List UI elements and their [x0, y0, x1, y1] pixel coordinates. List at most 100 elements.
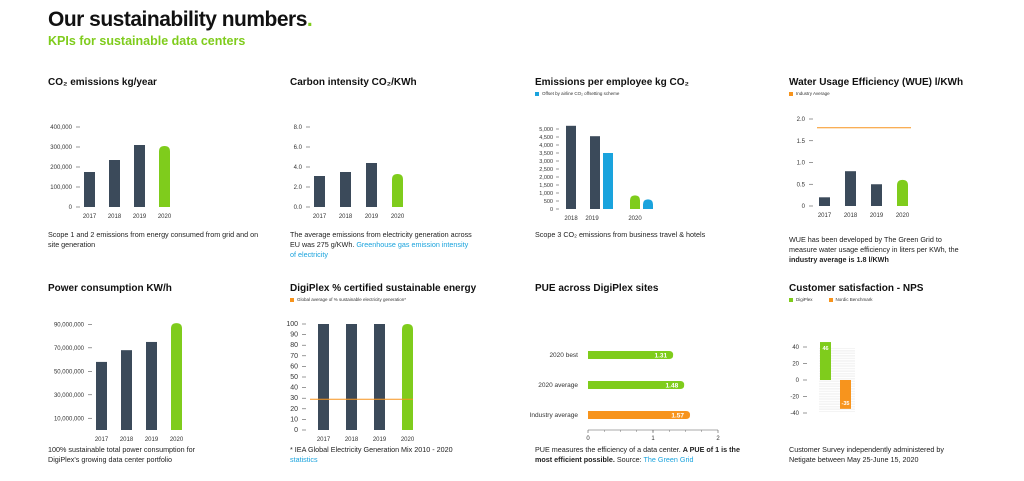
panel-carbon-intensity: Carbon intensity CO₂/KWh 0.0 2.0 4.0 6.0 8.0… [290, 77, 510, 277]
x-tick-label: 2019 [145, 437, 159, 443]
panel-wue: Water Usage Efficiency (WUE) l/KWh Indus… [789, 77, 1009, 277]
bar-2018 [346, 324, 357, 430]
y-tick-label: -20 [790, 395, 799, 401]
y-tick-label: 30,000,000 [54, 393, 85, 399]
y-tick-label: 2,500 [539, 167, 553, 173]
bar-2018 [845, 171, 856, 206]
certified-energy-chart: 0 10 20 30 40 50 60 70 80 90 100 2017 2018 2019 2020 [286, 321, 415, 443]
legend-swatch [290, 297, 294, 302]
y-tick-label: 20 [792, 362, 799, 368]
y-tick-label: 400,000 [50, 125, 72, 131]
panel-note: PUE measures the efficiency of a data ce… [535, 445, 740, 464]
bar-2019 [134, 145, 145, 207]
y-tick-label: 2.0 [294, 185, 303, 191]
y-tick-label: 5,000 [539, 127, 553, 133]
y-tick-label: 100,000 [50, 185, 72, 191]
bar-2017 [314, 176, 325, 207]
x-tick-label: 2020 [401, 437, 415, 443]
wue-chart: 0 0.5 1.0 1.5 2.0 2017 2018 2019 2020 [797, 117, 911, 219]
co2-emissions-chart: 0 100,000 200,000 300,000 400,000 2017 2018 201… [50, 125, 172, 220]
bar-2019 [146, 341, 157, 430]
y-tick-label: 90 [290, 332, 298, 339]
bar-2017 [96, 361, 107, 430]
panel-pue: PUE across DigiPlex sites 2020 best 1.31 2… [530, 283, 755, 481]
panel-title: CO₂ emissions kg/year [48, 77, 157, 88]
y-tick-label: 0 [69, 205, 73, 211]
y-tick-label: 3,000 [539, 159, 553, 165]
data-label: 1.57 [671, 413, 684, 420]
pue-chart: 2020 best 1.31 2020 average 1.48 Industry av… [530, 351, 720, 442]
x-tick-label: 2017 [818, 213, 832, 219]
y-tick-label: 4.0 [294, 165, 303, 171]
y-tick-label: 8.0 [294, 125, 303, 131]
panel-note: Scope 1 and 2 emissions from energy cons… [48, 230, 259, 249]
y-tick-label: 20 [290, 406, 298, 413]
power-consumption-chart: 10,000,000 30,000,000 50,000,000 70,000,000… [54, 322, 184, 443]
x-tick-label: 2018 [844, 213, 858, 219]
x-tick-label: 2020 [628, 216, 642, 222]
panel-nps: Customer satisfaction - NPS DigiPlex Nor… [789, 283, 1009, 481]
y-tick-label: 1,000 [539, 191, 553, 197]
y-tick-label: 100 [286, 321, 298, 328]
bar-2020 [402, 324, 413, 430]
note-link[interactable]: statistics [290, 455, 318, 464]
title-dot: . [306, 8, 313, 31]
note-link[interactable]: The Green Grid [643, 455, 694, 464]
y-tick-label: 30 [290, 395, 298, 402]
row-label: Industry average [530, 412, 579, 419]
x-tick-label: 2019 [365, 214, 379, 220]
y-tick-label: 40 [290, 385, 298, 392]
y-tick-label: -40 [790, 411, 799, 417]
bar-2020 [630, 195, 640, 209]
y-tick-label: 3,500 [539, 151, 553, 157]
panel-emissions-per-employee: Emissions per employee kg CO₂ Offset by … [535, 77, 755, 277]
bar-2020 [171, 323, 182, 430]
bar-2017 [318, 324, 329, 430]
y-tick-label: 60 [290, 363, 298, 370]
chart-legend: DigiPlex Nordic Benchmark [789, 297, 873, 302]
panel-title: Customer satisfaction - NPS [789, 283, 924, 294]
panel-title: Carbon intensity CO₂/KWh [290, 77, 417, 88]
emissions-per-employee-chart: 0 500 1,000 1,500 2,000 2,500 3,000 3,500 4,000 4… [539, 125, 653, 222]
bar-2019 [871, 184, 882, 206]
y-tick-label: 10 [290, 416, 298, 423]
x-tick-label: 2019 [133, 214, 147, 220]
y-tick-label: 10,000,000 [54, 416, 85, 422]
bar-2017 [819, 197, 830, 206]
row-label: 2020 average [538, 382, 578, 389]
legend-swatch [789, 91, 793, 96]
row-label: 2020 best [549, 352, 578, 359]
panel-note: Scope 3 CO₂ emissions from business trav… [535, 230, 706, 239]
legend-swatch-digiplex [789, 297, 793, 302]
bar-2020-best [588, 351, 674, 359]
panel-certified-energy: DigiPlex % certified sustainable energy … [286, 283, 510, 481]
bar-2019 [374, 324, 385, 430]
x-tick-label: 2017 [95, 437, 109, 443]
x-tick-label: 2017 [313, 214, 327, 220]
y-tick-label: 200,000 [50, 165, 72, 171]
note-link[interactable]: Greenhouse gas emission intensity of ele… [290, 240, 469, 259]
y-tick-label: 1.5 [797, 139, 806, 145]
legend-label: Offset by airline CO₂ offsetting scheme [542, 91, 620, 96]
y-tick-label: 6.0 [294, 145, 303, 151]
bar-2018 [121, 350, 132, 430]
y-tick-label: 0 [796, 378, 800, 384]
panel-note: The average emissions from electricity g… [290, 230, 472, 259]
carbon-intensity-chart: 0.0 2.0 4.0 6.0 8.0 2017 2018 2019 2020 [294, 125, 405, 220]
x-tick-label: 2018 [108, 214, 122, 220]
bar-2018 [566, 125, 576, 209]
y-tick-label: 50,000,000 [54, 369, 85, 375]
panel-title: PUE across DigiPlex sites [535, 283, 659, 294]
y-tick-label: 40 [792, 345, 799, 351]
legend-label: Global average of % sustainable electric… [297, 297, 407, 302]
x-tick-label: 2018 [345, 437, 359, 443]
x-tick-label: 2017 [83, 214, 97, 220]
y-tick-label: 2,000 [539, 175, 553, 181]
page-subtitle: KPIs for sustainable data centers [48, 34, 246, 48]
data-label: 1.31 [654, 353, 667, 360]
y-tick-label: 0.5 [797, 182, 806, 188]
x-tick-label: 2018 [339, 214, 353, 220]
x-tick-label: 2020 [896, 213, 910, 219]
chart-legend: Offset by airline CO₂ offsetting scheme [535, 91, 619, 96]
bar-offset-2020 [643, 199, 653, 209]
